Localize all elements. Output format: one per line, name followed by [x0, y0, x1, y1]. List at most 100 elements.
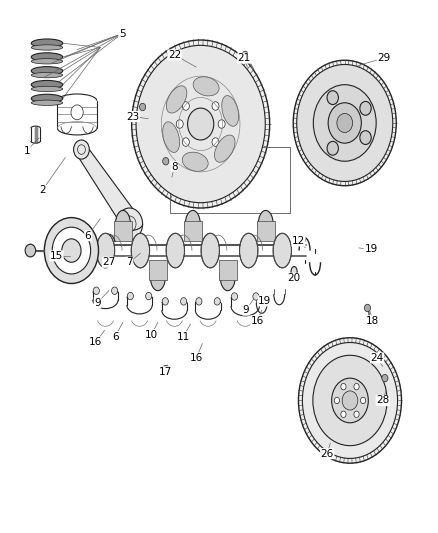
Circle shape	[93, 287, 99, 294]
Circle shape	[337, 114, 353, 133]
Ellipse shape	[201, 233, 219, 268]
Text: 23: 23	[126, 111, 139, 122]
Ellipse shape	[31, 45, 63, 50]
Ellipse shape	[31, 94, 63, 103]
Bar	[114, 221, 132, 241]
Ellipse shape	[240, 233, 258, 268]
Circle shape	[112, 287, 118, 294]
Text: 9: 9	[94, 297, 101, 308]
Bar	[149, 260, 167, 280]
Circle shape	[44, 217, 99, 284]
Circle shape	[218, 120, 225, 128]
Circle shape	[293, 60, 396, 185]
Circle shape	[327, 91, 339, 104]
Circle shape	[242, 51, 248, 59]
Circle shape	[341, 383, 346, 390]
Text: 19: 19	[258, 296, 272, 306]
Circle shape	[140, 103, 146, 111]
Circle shape	[382, 374, 388, 382]
Circle shape	[146, 292, 152, 300]
Ellipse shape	[31, 72, 63, 78]
Text: 27: 27	[102, 257, 116, 267]
Circle shape	[354, 411, 359, 417]
Circle shape	[313, 356, 387, 446]
Circle shape	[187, 108, 214, 140]
Text: 15: 15	[50, 251, 63, 261]
Circle shape	[354, 383, 359, 390]
Circle shape	[182, 102, 189, 110]
Text: 28: 28	[376, 395, 389, 406]
Ellipse shape	[185, 211, 201, 240]
Text: 21: 21	[238, 53, 251, 63]
Circle shape	[212, 102, 219, 110]
Circle shape	[182, 138, 189, 147]
Circle shape	[162, 158, 169, 165]
Circle shape	[334, 397, 339, 403]
Text: 2: 2	[39, 185, 46, 196]
Text: 26: 26	[321, 449, 334, 458]
Circle shape	[360, 131, 371, 144]
Bar	[184, 221, 202, 241]
Ellipse shape	[273, 233, 291, 268]
Circle shape	[176, 120, 183, 128]
Ellipse shape	[31, 67, 63, 75]
Ellipse shape	[291, 266, 297, 277]
Circle shape	[127, 292, 134, 300]
Circle shape	[162, 297, 168, 305]
Ellipse shape	[166, 233, 184, 268]
Circle shape	[62, 239, 81, 262]
Ellipse shape	[31, 39, 63, 47]
Text: 29: 29	[378, 53, 391, 63]
Ellipse shape	[162, 122, 180, 152]
Text: 6: 6	[112, 332, 118, 342]
Text: 1: 1	[24, 146, 30, 156]
Ellipse shape	[166, 86, 187, 113]
Circle shape	[136, 45, 265, 203]
Text: 19: 19	[364, 245, 378, 254]
Circle shape	[212, 138, 219, 147]
Text: 12: 12	[292, 236, 305, 246]
Circle shape	[25, 244, 35, 257]
Circle shape	[332, 378, 368, 423]
Text: 16: 16	[251, 316, 264, 326]
Ellipse shape	[131, 233, 150, 268]
Circle shape	[71, 105, 83, 120]
Circle shape	[327, 141, 339, 155]
Ellipse shape	[222, 95, 239, 126]
Ellipse shape	[31, 86, 63, 92]
Text: 10: 10	[145, 329, 158, 340]
Circle shape	[214, 297, 220, 305]
Bar	[219, 260, 237, 280]
Ellipse shape	[220, 262, 235, 290]
Ellipse shape	[215, 135, 235, 162]
Circle shape	[180, 297, 187, 305]
Text: 9: 9	[243, 305, 249, 315]
Ellipse shape	[31, 80, 63, 89]
Text: 7: 7	[126, 257, 133, 267]
Text: 18: 18	[366, 316, 379, 326]
Circle shape	[298, 338, 402, 463]
Text: 17: 17	[159, 367, 173, 377]
Text: 22: 22	[168, 50, 181, 60]
Circle shape	[162, 366, 170, 375]
Circle shape	[342, 391, 358, 410]
Circle shape	[364, 304, 371, 312]
Text: 8: 8	[171, 161, 178, 172]
Circle shape	[231, 293, 237, 300]
Polygon shape	[74, 150, 142, 228]
Text: 16: 16	[89, 337, 102, 347]
Ellipse shape	[258, 211, 273, 240]
Circle shape	[328, 103, 361, 143]
Circle shape	[117, 208, 143, 240]
Circle shape	[341, 411, 346, 417]
Circle shape	[360, 397, 366, 403]
Ellipse shape	[31, 59, 63, 64]
Circle shape	[313, 85, 376, 161]
Text: 24: 24	[371, 353, 384, 363]
Ellipse shape	[193, 77, 219, 96]
Circle shape	[297, 64, 393, 181]
Circle shape	[132, 40, 270, 208]
Circle shape	[360, 101, 371, 115]
Bar	[257, 221, 275, 241]
Text: 5: 5	[119, 29, 125, 39]
